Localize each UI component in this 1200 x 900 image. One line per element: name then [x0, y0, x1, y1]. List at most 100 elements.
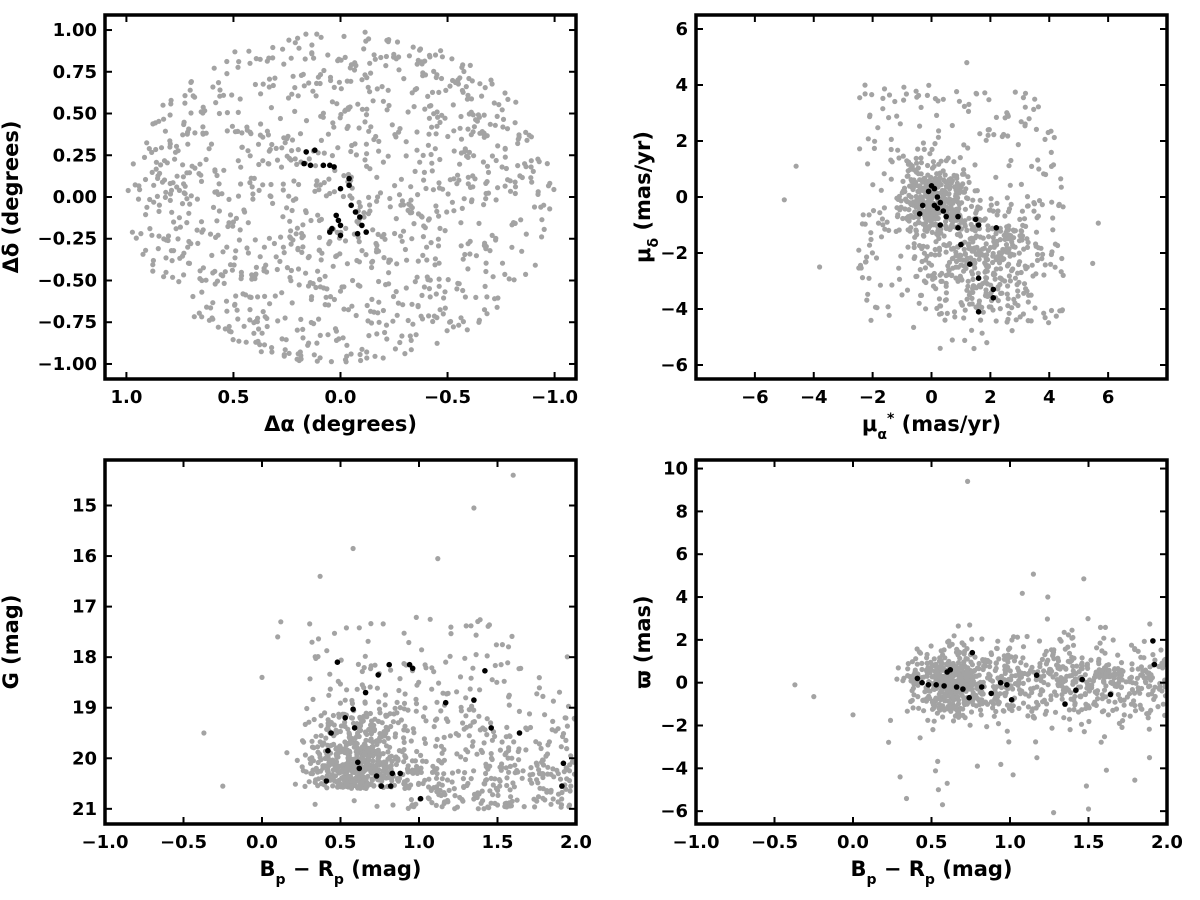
field-point	[991, 132, 997, 138]
y-tick-label: −4	[660, 299, 688, 320]
field-point	[436, 283, 442, 289]
field-point	[950, 695, 956, 701]
field-point	[962, 223, 968, 229]
field-point	[241, 207, 247, 213]
field-point	[945, 272, 951, 278]
field-point	[147, 196, 153, 203]
field-point	[904, 708, 910, 714]
field-point	[343, 767, 349, 773]
field-point	[944, 310, 950, 316]
field-point	[945, 263, 951, 269]
member-point	[471, 697, 477, 703]
field-point	[204, 304, 210, 310]
field-point	[992, 276, 998, 282]
field-point	[1145, 715, 1151, 721]
field-point	[490, 782, 496, 788]
field-point	[1121, 702, 1127, 708]
field-point	[250, 191, 256, 197]
field-point	[490, 792, 496, 798]
field-points	[792, 478, 1167, 816]
field-point	[1002, 213, 1008, 219]
field-point	[945, 155, 951, 161]
field-point	[203, 130, 209, 136]
field-point	[429, 800, 435, 806]
member-point	[947, 667, 954, 673]
field-point	[494, 304, 500, 310]
field-point	[173, 143, 180, 149]
field-point	[962, 251, 969, 257]
field-point	[1090, 260, 1096, 266]
field-point	[949, 337, 955, 343]
field-point	[488, 755, 495, 761]
field-point	[965, 145, 971, 151]
field-point	[483, 777, 490, 783]
field-point	[1112, 681, 1118, 688]
field-point	[282, 140, 288, 146]
member-point	[389, 770, 396, 777]
field-point	[460, 776, 466, 782]
member-point	[488, 725, 495, 731]
field-point	[563, 786, 569, 792]
field-point	[289, 137, 296, 143]
field-point	[488, 800, 494, 806]
field-point	[869, 92, 875, 98]
field-point	[913, 193, 919, 200]
field-point	[186, 126, 192, 132]
field-point	[432, 52, 439, 58]
field-point	[149, 169, 155, 175]
field-point	[471, 505, 477, 511]
field-point	[477, 687, 483, 693]
field-point	[414, 274, 420, 280]
field-point	[353, 62, 359, 69]
field-point	[301, 739, 307, 745]
y-axis-label: μδ (mas/yr)	[631, 131, 662, 263]
field-point	[460, 89, 466, 95]
field-point	[157, 170, 163, 176]
field-point	[892, 98, 898, 105]
field-point	[473, 632, 479, 638]
field-point	[235, 109, 241, 115]
field-point	[359, 779, 365, 785]
field-point	[454, 751, 460, 757]
field-point	[252, 81, 258, 88]
field-point	[318, 713, 324, 719]
field-point	[422, 106, 428, 112]
field-point	[924, 92, 931, 98]
x-axis-label: Δα (degrees)	[264, 412, 417, 436]
field-point	[476, 791, 482, 797]
field-point	[403, 139, 409, 145]
field-point	[462, 770, 468, 776]
field-point	[144, 204, 150, 210]
field-point	[887, 717, 894, 724]
field-point	[864, 254, 870, 260]
field-point	[432, 717, 439, 723]
field-point	[915, 146, 921, 152]
field-point	[467, 184, 474, 190]
field-point	[344, 125, 350, 131]
field-point	[935, 134, 942, 140]
field-point	[912, 667, 918, 673]
field-point	[954, 89, 960, 95]
field-point	[316, 234, 323, 241]
field-point	[444, 777, 451, 783]
field-point	[958, 188, 964, 194]
field-point	[928, 174, 934, 180]
field-point	[468, 96, 475, 102]
field-point	[433, 131, 439, 137]
x-tick-label: 0.0	[837, 832, 869, 853]
field-point	[227, 212, 234, 218]
field-point	[363, 112, 370, 118]
field-point	[506, 769, 512, 775]
field-point	[545, 183, 552, 189]
field-point	[1097, 624, 1104, 631]
member-point	[1151, 661, 1158, 668]
field-point	[904, 173, 910, 179]
field-point	[224, 110, 230, 116]
field-point	[375, 737, 381, 743]
field-point	[1018, 660, 1024, 666]
field-point	[361, 46, 367, 52]
member-point	[386, 661, 393, 668]
field-point	[343, 225, 349, 231]
field-point	[370, 758, 376, 764]
field-point	[398, 233, 404, 239]
